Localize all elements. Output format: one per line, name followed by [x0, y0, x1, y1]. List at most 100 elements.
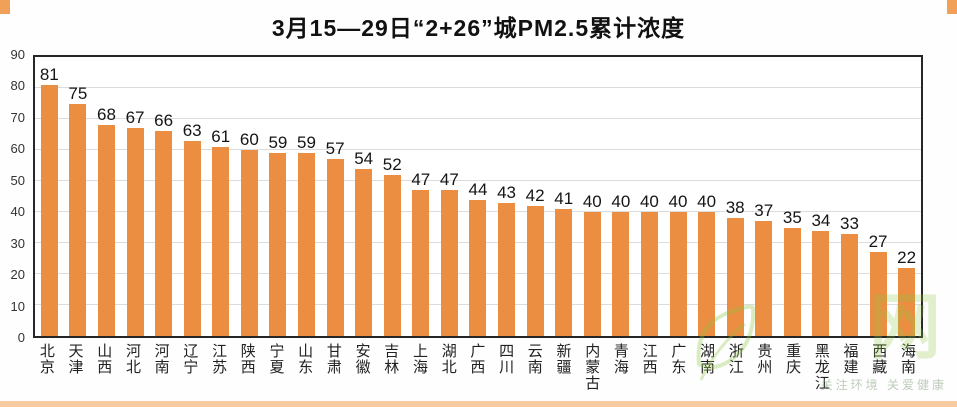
- bar: [355, 168, 373, 336]
- x-axis-label: 浙江: [728, 343, 744, 376]
- bar-slot: 47: [435, 57, 464, 336]
- bar: [269, 153, 287, 336]
- gridline: [35, 118, 921, 119]
- bar-value-label: 37: [754, 201, 774, 221]
- bar-value-label: 57: [325, 139, 345, 159]
- bar: [812, 230, 830, 336]
- x-axis-label: 四川: [499, 343, 515, 376]
- chart-title: 3月15—29日“2+26”城PM2.5累计浓度: [271, 15, 686, 41]
- y-axis-tick-label: 30: [10, 235, 25, 251]
- x-axis-label: 吉林: [384, 343, 400, 376]
- y-axis-tick-label: 10: [10, 298, 25, 314]
- bar-value-label: 38: [725, 198, 745, 218]
- bar: [498, 202, 516, 336]
- bar: [526, 205, 544, 336]
- bar: [840, 233, 858, 336]
- bar: [126, 128, 144, 336]
- bar: [698, 212, 716, 336]
- bar-value-label: 60: [239, 130, 259, 149]
- bar-value-label: 40: [582, 192, 602, 211]
- bar-slot: 44: [464, 57, 493, 336]
- x-axis-label: 重庆: [786, 343, 802, 376]
- x-axis-label: 宁夏: [269, 343, 285, 376]
- corner-accent-right: [947, 0, 957, 14]
- x-axis-label: 湖南: [700, 343, 716, 376]
- bar-value-label: 27: [868, 232, 888, 252]
- bar: [155, 131, 173, 336]
- x-axis-label: 陕西: [240, 343, 256, 376]
- bar-slot: 52: [378, 57, 407, 336]
- bar-slot: 59: [264, 57, 293, 336]
- x-axis-label: 湖北: [441, 343, 457, 376]
- bar-value-label: 40: [639, 192, 659, 211]
- x-axis-label: 江西: [642, 343, 658, 376]
- bar: [755, 221, 773, 336]
- bar-value-label: 67: [125, 108, 145, 128]
- bar-value-label: 35: [782, 207, 802, 227]
- x-axis-label: 广西: [470, 343, 486, 376]
- bar-value-label: 66: [154, 111, 174, 131]
- bar-slot: 47: [407, 57, 436, 336]
- bar-slot: 61: [206, 57, 235, 336]
- bar: [555, 208, 573, 336]
- corner-accent-left: [0, 0, 10, 14]
- bar-slot: 33: [835, 57, 864, 336]
- bar-slot: 37: [749, 57, 778, 336]
- bar-value-label: 47: [439, 170, 459, 190]
- bar-slot: 66: [149, 57, 178, 336]
- bar-value-label: 22: [897, 247, 917, 267]
- x-axis-label: 河北: [125, 343, 141, 376]
- y-axis-tick-label: 90: [10, 47, 25, 62]
- bottom-accent-strip: [0, 401, 957, 407]
- bar-value-label: 41: [554, 188, 574, 208]
- bar-slot: 42: [521, 57, 550, 336]
- x-axis-label: 上海: [412, 343, 428, 376]
- bar-slot: 54: [349, 57, 378, 336]
- y-axis-tick-label: 70: [10, 109, 25, 125]
- bar-slot: 75: [64, 57, 93, 336]
- y-axis-tick-label: 50: [10, 172, 25, 188]
- y-axis-tick-label: 80: [10, 78, 25, 94]
- bar-value-label: 33: [840, 213, 859, 233]
- bar-slot: 27: [864, 57, 893, 336]
- bar-slot: 43: [492, 57, 521, 336]
- x-axis-label: 天津: [68, 343, 84, 376]
- bar: [583, 212, 601, 336]
- x-axis: 北京天津山西河北河南辽宁江苏陕西宁夏山东甘肃安徽吉林上海湖北广西四川云南新疆内蒙…: [33, 344, 923, 392]
- bar-value-label: 75: [68, 83, 88, 103]
- bar: [898, 267, 916, 336]
- bar: [183, 140, 201, 336]
- x-axis-label: 云南: [527, 343, 543, 376]
- bar: [326, 159, 344, 336]
- bar: [69, 103, 87, 336]
- x-axis-label: 山东: [298, 343, 314, 376]
- bar: [640, 212, 658, 336]
- bar-slot: 22: [892, 57, 921, 336]
- bar: [783, 227, 801, 336]
- gridline: [35, 87, 921, 88]
- x-axis-label: 江苏: [212, 343, 228, 376]
- bar-value-label: 40: [611, 192, 631, 211]
- bar-value-label: 43: [497, 182, 516, 202]
- x-axis-label: 西藏: [872, 343, 888, 376]
- bar-value-label: 68: [96, 105, 116, 125]
- bar-value-label: 59: [297, 133, 316, 153]
- y-axis-tick-label: 0: [17, 330, 25, 345]
- bar-value-label: 40: [697, 192, 717, 211]
- x-axis-label: 北京: [39, 343, 55, 376]
- bar: [440, 190, 458, 336]
- bar-slot: 40: [578, 57, 607, 336]
- x-axis-label: 甘肃: [326, 343, 342, 376]
- bar-slot: 38: [721, 57, 750, 336]
- bar-slot: 81: [35, 57, 64, 336]
- bar-slot: 40: [607, 57, 636, 336]
- bar-slot: 57: [321, 57, 350, 336]
- x-axis-label: 内蒙古: [585, 343, 601, 392]
- bar: [469, 199, 487, 336]
- y-axis-tick-label: 40: [10, 204, 25, 220]
- bar-value-label: 44: [468, 179, 488, 199]
- bar: [669, 212, 687, 336]
- bar-slot: 34: [807, 57, 836, 336]
- bars-layer: 81 75 68 67 66 63 61 60 59 59 57 54 52 47 47 44 43 42 41 40…: [35, 57, 921, 336]
